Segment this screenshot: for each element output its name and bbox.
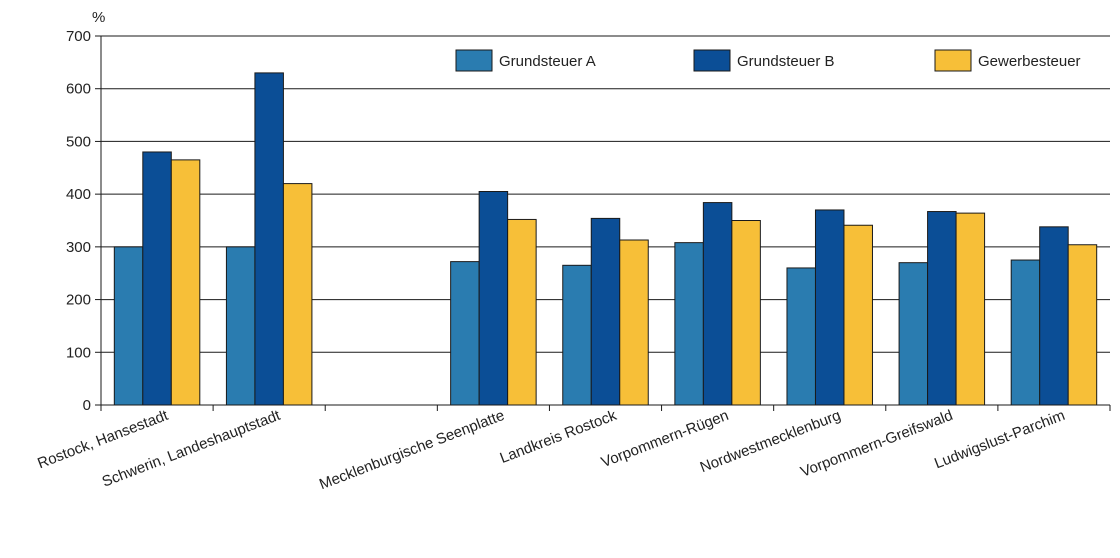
y-tick-label: 500 (66, 133, 91, 150)
y-tick-label: 400 (66, 186, 91, 203)
bar-gewerbesteuer (731, 220, 761, 406)
bar-grundsteuer-a (1010, 259, 1041, 406)
legend-label: Grundsteuer B (737, 53, 835, 70)
bar-grundsteuer-a (786, 267, 816, 406)
y-tick-label: 300 (66, 239, 91, 256)
bar-gewerbesteuer (170, 159, 201, 406)
bar-gewerbesteuer (955, 212, 986, 406)
bar-grundsteuer-a (562, 264, 592, 406)
bar-gewerbesteuer (282, 183, 313, 406)
bar-grundsteuer-b (702, 202, 733, 406)
bar-grundsteuer-b (1039, 226, 1069, 406)
y-tick-label: 200 (66, 292, 91, 309)
bar-grundsteuer-a (898, 262, 929, 406)
bar-grundsteuer-a (674, 242, 704, 406)
legend: Grundsteuer A Grundsteuer B Gewerbesteuer (455, 49, 1081, 72)
bar-grundsteuer-a (113, 246, 144, 406)
y-axis-unit-label: % (92, 9, 105, 26)
legend-swatch (693, 49, 731, 72)
bar-grundsteuer-b (927, 211, 957, 406)
legend-label: Grundsteuer A (499, 53, 596, 70)
axes (95, 35, 1111, 411)
bars (113, 72, 1098, 406)
legend-label: Gewerbesteuer (978, 53, 1081, 70)
bar-grundsteuer-a (225, 246, 256, 406)
y-tick-label: 700 (66, 28, 91, 45)
bar-grundsteuer-b (814, 209, 845, 406)
y-tick-label: 100 (66, 344, 91, 361)
bar-gewerbesteuer (1067, 244, 1098, 406)
y-tick-label: 600 (66, 81, 91, 98)
legend-swatch (455, 49, 493, 72)
category-label: Mecklenburgische Seenplatte (317, 407, 507, 493)
bar-grundsteuer-a (450, 261, 480, 406)
legend-swatch (934, 49, 972, 72)
y-tick-labels: 0 100 200 300 400 500 600 700 (66, 28, 91, 414)
bar-gewerbesteuer (619, 239, 649, 406)
bar-grundsteuer-b (590, 217, 621, 406)
bar-grundsteuer-b (142, 151, 172, 406)
bar-grundsteuer-b (254, 72, 284, 406)
bar-gewerbesteuer (507, 218, 537, 406)
category-label: Schwerin, Landeshauptstadt (100, 407, 284, 491)
bar-gewerbesteuer (843, 224, 873, 406)
bar-grundsteuer-b (478, 191, 509, 406)
y-tick-label: 0 (83, 397, 91, 414)
